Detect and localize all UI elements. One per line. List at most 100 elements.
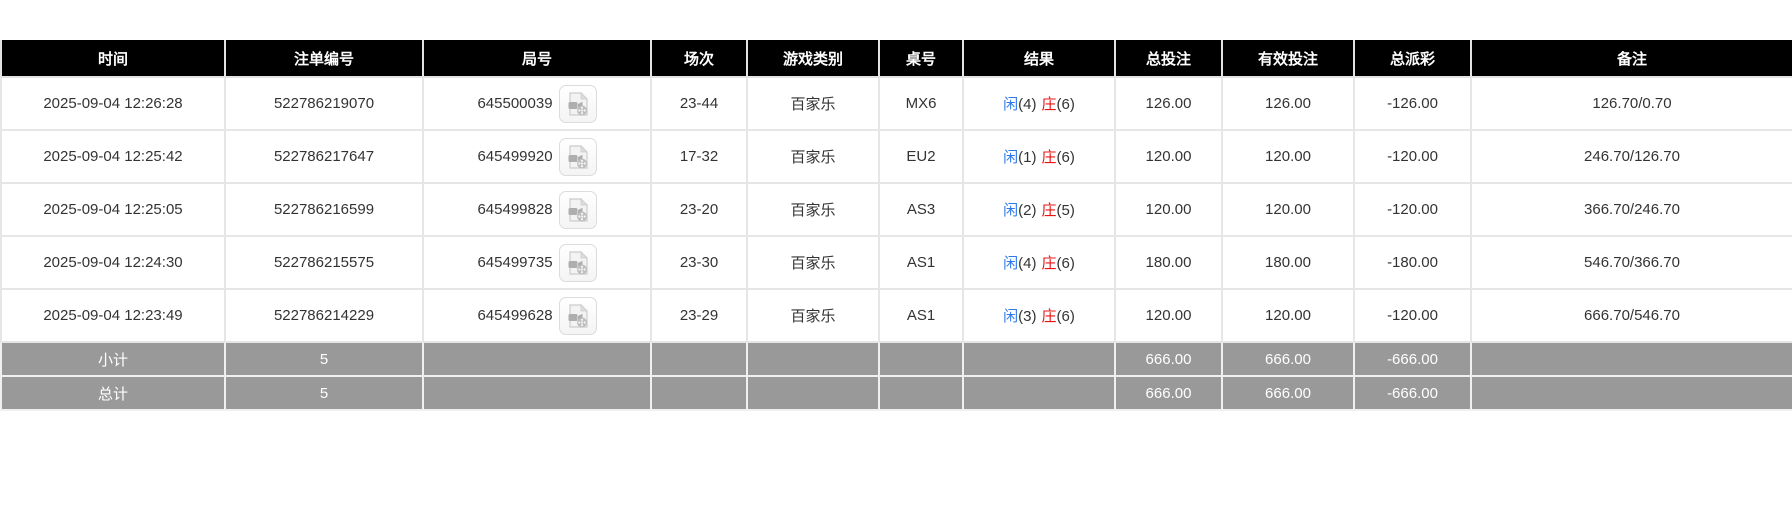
- cell-bet-id: 522786214229: [224, 288, 424, 343]
- cell-valid-bet: 126.00: [1221, 76, 1355, 131]
- result-player-label: 闲: [1003, 255, 1019, 272]
- cell-table-no: EU2: [878, 129, 964, 184]
- total-empty-cell: [746, 375, 880, 411]
- total-label: 总计: [0, 375, 226, 411]
- video-file-reel-icon: [565, 144, 591, 170]
- cell-result: 闲(1) 庄(6): [962, 129, 1116, 184]
- cell-bet-id: 522786219070: [224, 76, 424, 131]
- cell-total-bet: 126.00: [1114, 76, 1223, 131]
- total-empty-cell: [422, 375, 652, 411]
- cell-time: 2025-09-04 12:26:28: [0, 76, 226, 131]
- col-header-payout: 总派彩: [1353, 40, 1472, 78]
- total-valid-bet: 666.00: [1221, 375, 1355, 411]
- cell-valid-bet: 180.00: [1221, 235, 1355, 290]
- cell-result: 闲(4) 庄(6): [962, 76, 1116, 131]
- cell-payout: -120.00: [1353, 288, 1472, 343]
- cell-payout: -120.00: [1353, 182, 1472, 237]
- cell-payout: -126.00: [1353, 76, 1472, 131]
- result-banker-label: 庄: [1041, 255, 1057, 272]
- video-replay-button[interactable]: [558, 190, 597, 229]
- bet-records-table: 时间 注单编号 局号 场次 游戏类别 桌号 结果 总投注 有效投注 总派彩 备注…: [0, 40, 1792, 411]
- cell-payout: -180.00: [1353, 235, 1472, 290]
- cell-game-type: 百家乐: [746, 235, 880, 290]
- cell-bet-id: 522786215575: [224, 235, 424, 290]
- result-banker-label: 庄: [1041, 149, 1057, 166]
- cell-remark: 666.70/546.70: [1470, 288, 1792, 343]
- col-header-remark: 备注: [1470, 40, 1792, 78]
- video-file-reel-icon: [565, 303, 591, 329]
- table-row: 2025-09-04 12:25:05 522786216599 6454998…: [0, 182, 1792, 237]
- result-player-score: (1): [1018, 149, 1037, 166]
- video-replay-button[interactable]: [558, 243, 597, 282]
- subtotal-empty-cell: [746, 341, 880, 377]
- cell-bet-id: 522786216599: [224, 182, 424, 237]
- cell-remark: 126.70/0.70: [1470, 76, 1792, 131]
- total-count: 5: [224, 375, 424, 411]
- result-banker-score: (6): [1056, 149, 1075, 166]
- result-player-score: (3): [1018, 308, 1037, 325]
- cell-total-bet: 180.00: [1114, 235, 1223, 290]
- cell-time: 2025-09-04 12:23:49: [0, 288, 226, 343]
- result-player-score: (4): [1018, 255, 1037, 272]
- cell-round-id: 645499828: [422, 182, 652, 237]
- result-banker-label: 庄: [1041, 96, 1057, 113]
- result-banker-label: 庄: [1041, 202, 1057, 219]
- video-replay-button[interactable]: [558, 137, 597, 176]
- cell-valid-bet: 120.00: [1221, 129, 1355, 184]
- cell-session: 17-32: [650, 129, 748, 184]
- col-header-valid-bet: 有效投注: [1221, 40, 1355, 78]
- cell-game-type: 百家乐: [746, 288, 880, 343]
- subtotal-empty-cell: [878, 341, 964, 377]
- cell-session: 23-30: [650, 235, 748, 290]
- total-row: 总计 5 666.00 666.00 -666.00: [0, 375, 1792, 411]
- cell-remark: 366.70/246.70: [1470, 182, 1792, 237]
- result-banker-label: 庄: [1041, 308, 1057, 325]
- col-header-session: 场次: [650, 40, 748, 78]
- subtotal-row: 小计 5 666.00 666.00 -666.00: [0, 341, 1792, 377]
- result-banker-score: (6): [1056, 308, 1075, 325]
- cell-round-id: 645499735: [422, 235, 652, 290]
- result-player-label: 闲: [1003, 308, 1019, 325]
- result-player-label: 闲: [1003, 149, 1019, 166]
- total-empty-cell: [878, 375, 964, 411]
- header-row: 时间 注单编号 局号 场次 游戏类别 桌号 结果 总投注 有效投注 总派彩 备注: [0, 40, 1792, 78]
- cell-result: 闲(4) 庄(6): [962, 235, 1116, 290]
- subtotal-payout: -666.00: [1353, 341, 1472, 377]
- video-replay-button[interactable]: [558, 296, 597, 335]
- cell-round-id: 645499628: [422, 288, 652, 343]
- cell-game-type: 百家乐: [746, 76, 880, 131]
- subtotal-count: 5: [224, 341, 424, 377]
- result-player-score: (4): [1018, 96, 1037, 113]
- result-banker-score: (6): [1056, 255, 1075, 272]
- subtotal-empty-cell: [1470, 341, 1792, 377]
- col-header-result: 结果: [962, 40, 1116, 78]
- col-header-game-type: 游戏类别: [746, 40, 880, 78]
- table-row: 2025-09-04 12:26:28 522786219070 6455000…: [0, 76, 1792, 131]
- subtotal-total-bet: 666.00: [1114, 341, 1223, 377]
- round-id-text: 645500039: [477, 95, 553, 112]
- table-row: 2025-09-04 12:23:49 522786214229 6454996…: [0, 288, 1792, 343]
- cell-result: 闲(2) 庄(5): [962, 182, 1116, 237]
- subtotal-label: 小计: [0, 341, 226, 377]
- col-header-total-bet: 总投注: [1114, 40, 1223, 78]
- result-player-score: (2): [1018, 202, 1037, 219]
- cell-remark: 246.70/126.70: [1470, 129, 1792, 184]
- video-replay-button[interactable]: [558, 84, 597, 123]
- video-file-reel-icon: [565, 250, 591, 276]
- round-id-text: 645499920: [477, 148, 553, 165]
- total-empty-cell: [650, 375, 748, 411]
- cell-time: 2025-09-04 12:24:30: [0, 235, 226, 290]
- round-id-text: 645499735: [477, 254, 553, 271]
- result-player-label: 闲: [1003, 96, 1019, 113]
- cell-game-type: 百家乐: [746, 182, 880, 237]
- col-header-time: 时间: [0, 40, 226, 78]
- cell-bet-id: 522786217647: [224, 129, 424, 184]
- total-empty-cell: [1470, 375, 1792, 411]
- cell-valid-bet: 120.00: [1221, 182, 1355, 237]
- cell-table-no: MX6: [878, 76, 964, 131]
- cell-table-no: AS1: [878, 235, 964, 290]
- table-row: 2025-09-04 12:24:30 522786215575 6454997…: [0, 235, 1792, 290]
- total-payout: -666.00: [1353, 375, 1472, 411]
- subtotal-valid-bet: 666.00: [1221, 341, 1355, 377]
- cell-total-bet: 120.00: [1114, 182, 1223, 237]
